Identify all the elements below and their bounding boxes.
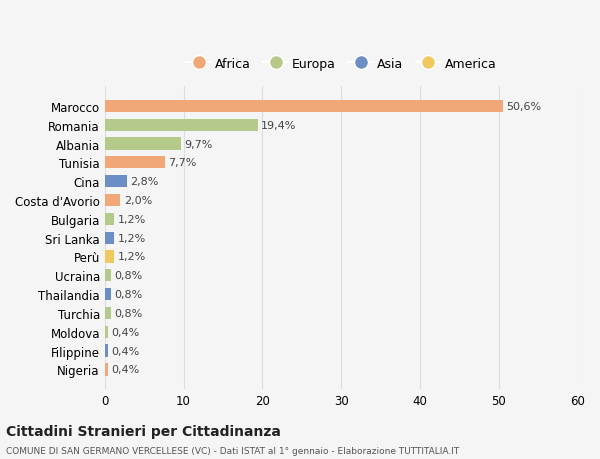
Text: 0,4%: 0,4% xyxy=(111,346,139,356)
Text: 2,8%: 2,8% xyxy=(130,177,158,187)
Text: 0,8%: 0,8% xyxy=(114,290,142,299)
Text: COMUNE DI SAN GERMANO VERCELLESE (VC) - Dati ISTAT al 1° gennaio - Elaborazione : COMUNE DI SAN GERMANO VERCELLESE (VC) - … xyxy=(6,446,459,455)
Text: 50,6%: 50,6% xyxy=(506,102,542,112)
Bar xyxy=(105,232,114,244)
Bar xyxy=(105,364,108,376)
Text: 1,2%: 1,2% xyxy=(118,233,146,243)
Text: 2,0%: 2,0% xyxy=(124,196,152,206)
Bar xyxy=(105,269,111,282)
Bar xyxy=(105,101,503,113)
Text: Cittadini Stranieri per Cittadinanza: Cittadini Stranieri per Cittadinanza xyxy=(6,425,281,438)
Bar xyxy=(105,251,114,263)
Text: 0,8%: 0,8% xyxy=(114,271,142,281)
Text: 1,2%: 1,2% xyxy=(118,214,146,224)
Text: 0,8%: 0,8% xyxy=(114,308,142,318)
Bar xyxy=(105,307,111,319)
Bar xyxy=(105,119,257,132)
Text: 19,4%: 19,4% xyxy=(261,120,296,130)
Bar xyxy=(105,157,166,169)
Bar xyxy=(105,213,114,225)
Legend: Africa, Europa, Asia, America: Africa, Europa, Asia, America xyxy=(182,54,500,74)
Bar xyxy=(105,345,108,357)
Bar xyxy=(105,176,127,188)
Bar xyxy=(105,138,181,151)
Bar xyxy=(105,288,111,301)
Text: 0,4%: 0,4% xyxy=(111,327,139,337)
Text: 9,7%: 9,7% xyxy=(184,139,213,149)
Bar xyxy=(105,326,108,338)
Bar xyxy=(105,195,121,207)
Text: 7,7%: 7,7% xyxy=(169,158,197,168)
Text: 0,4%: 0,4% xyxy=(111,364,139,375)
Text: 1,2%: 1,2% xyxy=(118,252,146,262)
